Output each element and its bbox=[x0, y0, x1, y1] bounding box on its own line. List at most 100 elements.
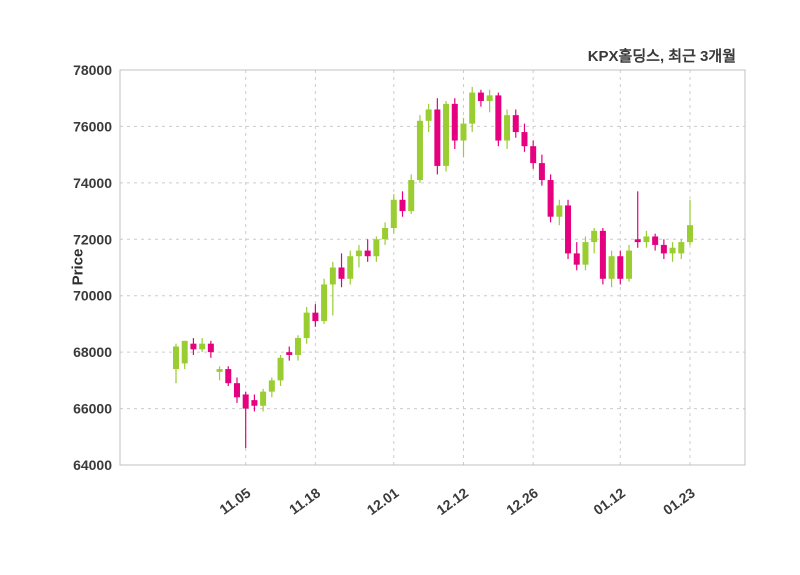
candle-body bbox=[443, 103, 450, 166]
candle bbox=[303, 307, 310, 344]
candle bbox=[277, 354, 284, 386]
candle-body bbox=[591, 230, 598, 243]
candle bbox=[434, 98, 441, 175]
candle bbox=[477, 89, 484, 107]
candle bbox=[582, 236, 589, 271]
candle bbox=[538, 154, 545, 186]
candle-body bbox=[643, 236, 650, 243]
x-tick-label: 12.12 bbox=[433, 484, 471, 518]
candle bbox=[373, 236, 380, 262]
candle bbox=[173, 343, 179, 384]
candle-body bbox=[303, 312, 310, 339]
candle-body bbox=[626, 250, 633, 279]
candle-body bbox=[294, 338, 301, 355]
candle bbox=[181, 340, 188, 370]
candle-body bbox=[242, 394, 249, 409]
candle-body bbox=[495, 95, 502, 141]
candle bbox=[399, 191, 406, 217]
candle bbox=[408, 174, 415, 214]
candle bbox=[626, 244, 633, 282]
candle bbox=[547, 174, 554, 223]
candle-body bbox=[347, 256, 354, 279]
candle-body bbox=[608, 256, 615, 279]
candle bbox=[416, 115, 423, 183]
candle-body bbox=[538, 163, 545, 181]
candle bbox=[329, 261, 336, 316]
candle-body bbox=[678, 242, 685, 254]
y-tick-label: 72000 bbox=[73, 231, 112, 247]
y-tick-label: 66000 bbox=[73, 401, 112, 417]
candle bbox=[678, 239, 685, 260]
candle bbox=[207, 340, 214, 358]
candle-body bbox=[312, 312, 319, 322]
candle bbox=[390, 194, 397, 234]
candle bbox=[530, 140, 537, 169]
candle bbox=[260, 388, 267, 412]
candle bbox=[687, 199, 693, 245]
candle bbox=[425, 103, 432, 133]
candle-body bbox=[582, 242, 589, 265]
candle-body bbox=[382, 228, 389, 240]
candle bbox=[251, 394, 258, 412]
candle bbox=[347, 250, 354, 285]
x-tick-label: 11.18 bbox=[286, 484, 323, 517]
candle bbox=[312, 304, 319, 327]
candle-body bbox=[599, 230, 606, 279]
candle-body bbox=[181, 340, 188, 364]
candle-body bbox=[504, 115, 511, 141]
candle bbox=[486, 89, 493, 113]
candle-body bbox=[408, 180, 415, 212]
candle bbox=[556, 199, 563, 226]
candle-body bbox=[373, 239, 380, 257]
candle-body bbox=[260, 391, 267, 406]
candle bbox=[242, 391, 249, 449]
candle bbox=[495, 92, 502, 147]
plot-border bbox=[119, 69, 746, 466]
candle bbox=[512, 109, 519, 138]
candle-body bbox=[530, 146, 537, 164]
candle-body bbox=[434, 109, 441, 166]
candle bbox=[268, 377, 275, 398]
candle-body bbox=[460, 123, 467, 141]
y-tick-label: 64000 bbox=[73, 457, 112, 473]
candle bbox=[451, 98, 458, 149]
candle bbox=[669, 242, 676, 262]
candle bbox=[294, 335, 301, 361]
candle-body bbox=[556, 205, 563, 217]
candle bbox=[504, 109, 511, 149]
candle-body bbox=[652, 236, 659, 245]
candle-body bbox=[225, 369, 232, 384]
candle bbox=[617, 250, 624, 285]
candle-body bbox=[268, 380, 275, 392]
candle bbox=[608, 250, 615, 288]
candle bbox=[355, 244, 362, 268]
y-tick-label: 74000 bbox=[73, 175, 112, 191]
candle-body bbox=[660, 244, 667, 254]
candle bbox=[216, 366, 223, 381]
x-tick-label: 12.01 bbox=[364, 484, 402, 518]
candle-body bbox=[634, 239, 641, 243]
candle bbox=[233, 377, 240, 403]
candle-body bbox=[286, 352, 293, 355]
x-tick-label: 11.05 bbox=[216, 484, 253, 517]
candle-body bbox=[521, 132, 528, 147]
candle-body bbox=[617, 256, 624, 279]
candle-body bbox=[277, 357, 284, 381]
candle-body bbox=[216, 369, 223, 372]
candle-body bbox=[573, 253, 580, 265]
candle bbox=[591, 228, 598, 254]
candle-body bbox=[512, 115, 519, 133]
candle bbox=[652, 233, 659, 251]
gridlines: 64000 66000 68000 70000 72000 74000 76000 78000… bbox=[73, 62, 745, 518]
candle-body bbox=[251, 400, 258, 406]
candle bbox=[660, 239, 667, 260]
candle bbox=[321, 278, 328, 324]
x-tick-label: 01.12 bbox=[590, 484, 628, 518]
candle-body bbox=[477, 92, 484, 102]
candle-body bbox=[390, 199, 397, 228]
candle-body bbox=[338, 267, 345, 279]
candle-body bbox=[329, 267, 336, 285]
candle bbox=[364, 239, 371, 262]
